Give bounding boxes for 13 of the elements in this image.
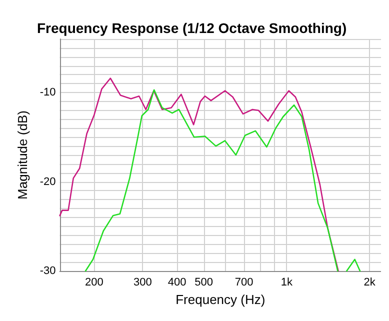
x-tick-label: 300	[134, 276, 152, 288]
y-tick-label: -30	[40, 265, 56, 277]
y-tick-label: -20	[40, 176, 56, 188]
x-tick-label: 200	[85, 276, 104, 288]
y-axis-title: Magnitude (dB)	[15, 110, 30, 200]
x-tick-label: 700	[234, 276, 254, 288]
x-tick-label: 500	[194, 276, 213, 288]
x-tick-label: 1k	[280, 276, 294, 288]
y-tick-label: -10	[40, 86, 56, 99]
x-axis-title: Frequency (Hz)	[176, 292, 266, 307]
x-tick-label: 2k	[364, 276, 376, 288]
chart-title: Frequency Response (1/12 Octave Smoothing)	[37, 20, 347, 36]
x-tick-label: 400	[168, 276, 186, 288]
